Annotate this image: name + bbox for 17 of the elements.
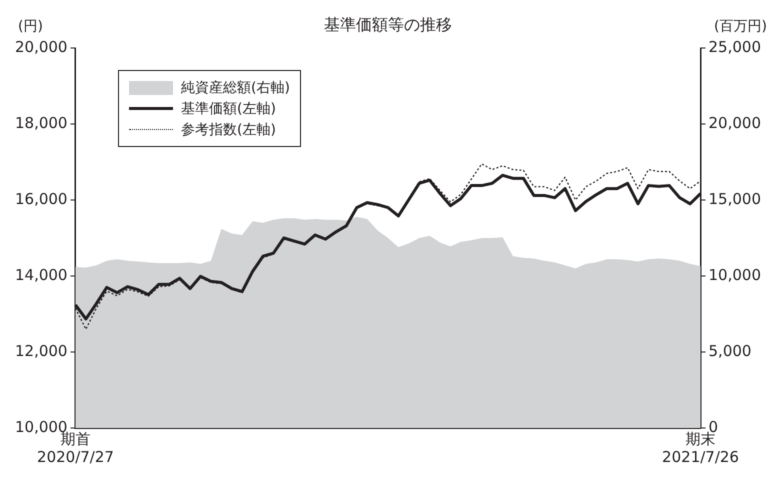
y2-axis-title: (百万円) bbox=[714, 18, 767, 35]
y2-tick-label: 20,000 bbox=[708, 114, 762, 132]
y2-tick-label: 10,000 bbox=[708, 266, 762, 284]
y-tick-label: 20,000 bbox=[14, 38, 68, 56]
y-tick-label: 12,000 bbox=[14, 342, 68, 360]
y2-tick-label: 25,000 bbox=[708, 38, 762, 56]
y-tick-label: 14,000 bbox=[14, 266, 68, 284]
y-axis-title: (円) bbox=[18, 18, 43, 35]
legend-label: 参考指数(左軸) bbox=[181, 120, 276, 138]
y-tick-label: 18,000 bbox=[14, 114, 68, 132]
y2-tick-label: 0 bbox=[708, 418, 718, 436]
y-tick-label: 16,000 bbox=[14, 190, 68, 208]
legend-label: 基準価額(左軸) bbox=[181, 100, 276, 118]
chart-title: 基準価額等の推移 bbox=[324, 15, 452, 34]
legend-label: 純資産総額(右軸) bbox=[181, 78, 290, 96]
y2-tick-label: 5,000 bbox=[708, 342, 752, 360]
y2-tick-label: 15,000 bbox=[708, 190, 762, 208]
